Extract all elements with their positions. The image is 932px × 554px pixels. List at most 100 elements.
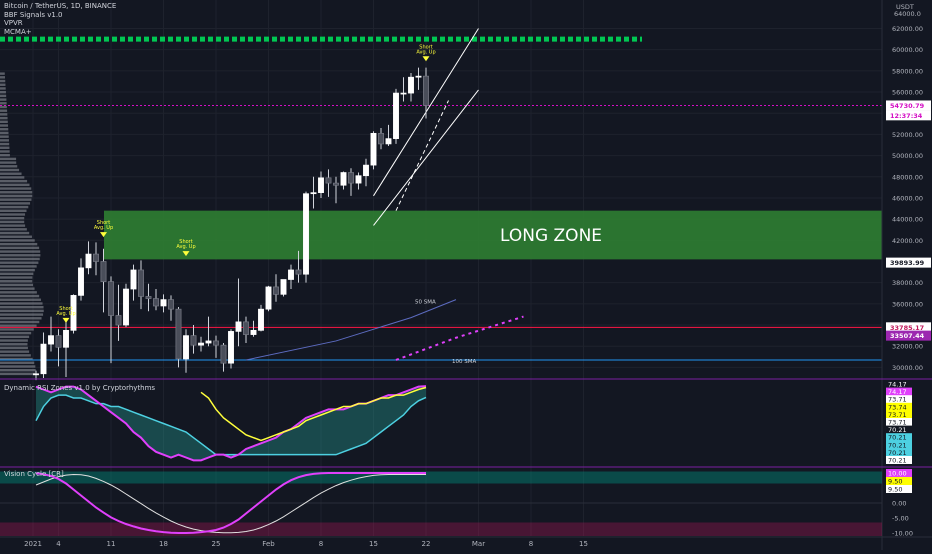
volume-profile-bar <box>0 276 33 279</box>
channel-mid-line <box>395 100 449 211</box>
time-tick-8: 22 <box>422 540 431 548</box>
volume-profile-bar <box>0 235 32 238</box>
volume-profile-bar <box>0 317 42 320</box>
symbol-title: Bitcoin / TetherUS, 1D, BINANCE <box>4 2 117 10</box>
volume-profile-bar <box>0 357 33 361</box>
volume-profile-bar <box>0 246 40 250</box>
volume-profile-bar <box>0 335 30 339</box>
cycle-tag-bg-2 <box>886 485 912 493</box>
volume-profile-bar <box>0 213 26 216</box>
cycle-tag-2: 9.50 <box>888 486 902 494</box>
volume-profile-bar <box>0 320 40 324</box>
volume-profile-bar <box>0 165 18 168</box>
volume-profile-bar <box>0 305 44 309</box>
price-tag-bg-0 <box>886 100 931 111</box>
volume-profile-bar <box>0 231 30 235</box>
cycle-pane-title[interactable]: Vision Cycle [CR] <box>4 470 64 478</box>
volume-profile-bar <box>0 261 39 264</box>
volume-profile-bar <box>0 146 10 149</box>
cycle-tick-2: -10.00 <box>892 530 913 538</box>
volume-profile-bar <box>0 198 32 201</box>
volume-profile-bar <box>0 287 35 290</box>
volume-profile-bar <box>0 150 10 153</box>
volume-profile-bar <box>0 365 36 368</box>
signal-triangle-2 <box>182 251 190 257</box>
price-tag-3: 33785.17 <box>890 324 924 332</box>
candle-body-48 <box>393 92 399 139</box>
volume-profile-bar <box>0 350 30 353</box>
price-axis-currency: USDT <box>896 3 914 11</box>
rsi-pane-title[interactable]: Dynamic RSI Zones v1.0 by Cryptorhythms <box>4 384 156 392</box>
rsi-tag-bg-1 <box>886 387 912 396</box>
price-tag-4: 33507.44 <box>890 332 925 340</box>
volume-profile-bar <box>0 105 7 109</box>
candles-group <box>33 67 429 381</box>
candle-body-52 <box>423 75 429 106</box>
price-tick-5: 52000.00 <box>892 131 923 139</box>
sma100-line <box>395 315 524 361</box>
rsi-tag-bg-10 <box>886 456 912 464</box>
price-tick-7: 48000.00 <box>892 173 923 181</box>
volume-profile-bar <box>0 131 9 135</box>
volume-profile-bar <box>0 72 5 75</box>
price-tick-0: 62000.00 <box>892 25 923 33</box>
volume-profile-bar <box>0 343 28 346</box>
volume-profile-bar <box>0 265 37 268</box>
time-tick-3: 18 <box>159 540 168 548</box>
candle-body-22 <box>198 342 204 346</box>
volume-profile <box>0 72 44 376</box>
rsi-tag-bg-5 <box>886 418 912 426</box>
volume-profile-bar <box>0 168 20 172</box>
rsi-tag-bg-6 <box>886 425 912 434</box>
candle-body-14 <box>138 269 144 297</box>
rsi-tag-9: 70.21 <box>888 449 907 457</box>
volume-profile-bar <box>0 94 7 98</box>
cycle-top-band <box>0 471 882 484</box>
rsi-tag-bg-7 <box>886 433 912 442</box>
time-tick-2: 11 <box>107 540 116 548</box>
cycle-white-line <box>35 473 426 534</box>
time-tick-1: 4 <box>56 540 61 548</box>
indicator-mcma[interactable]: MCMA+ <box>4 27 32 36</box>
price-tag-bg-4 <box>886 330 931 341</box>
candle-body-6 <box>78 267 84 296</box>
candle-body-43 <box>355 175 362 184</box>
candle-body-37 <box>310 192 317 195</box>
price-tick-6: 50000.00 <box>892 152 923 160</box>
candle-body-32 <box>273 286 279 295</box>
cycle-tick-0: 0.00 <box>892 500 906 508</box>
candle-body-51 <box>415 75 422 78</box>
volume-profile-bar <box>0 113 8 116</box>
volume-profile-bar <box>0 302 43 305</box>
volume-profile-bar <box>0 90 6 94</box>
volume-profile-bar <box>0 331 32 335</box>
indicator-vpvr[interactable]: VPVR <box>4 19 23 27</box>
candle-body-19 <box>175 308 182 360</box>
volume-profile-bar <box>0 361 35 364</box>
time-tick-6: 8 <box>319 540 323 548</box>
time-tick-10: 8 <box>529 540 533 548</box>
candle-body-4 <box>63 329 69 348</box>
price-tag-1: 12:37:34 <box>890 112 923 120</box>
price-tick-2: 58000.00 <box>892 67 923 75</box>
candle-body-10 <box>108 281 114 316</box>
candle-body-20 <box>183 335 189 360</box>
candle-body-49 <box>400 92 407 95</box>
volume-profile-bar <box>0 124 9 127</box>
rsi-tag-8: 70.21 <box>888 441 907 449</box>
candle-body-28 <box>243 321 249 335</box>
candle-body-29 <box>250 329 257 335</box>
volume-profile-bar <box>0 76 5 79</box>
volume-profile-bar <box>0 217 25 220</box>
candle-body-9 <box>100 261 107 282</box>
indicator-bbf[interactable]: BBF Signals v1.0 <box>4 10 63 19</box>
rsi-tag-6: 70.21 <box>888 426 907 434</box>
signal-label-short-3: Short <box>419 44 432 50</box>
time-tick-11: 15 <box>579 540 588 548</box>
candle-body-21 <box>190 335 197 346</box>
candle-body-36 <box>303 193 309 275</box>
candle-body-45 <box>370 132 377 166</box>
price-tick-12: 36000.00 <box>892 300 923 308</box>
